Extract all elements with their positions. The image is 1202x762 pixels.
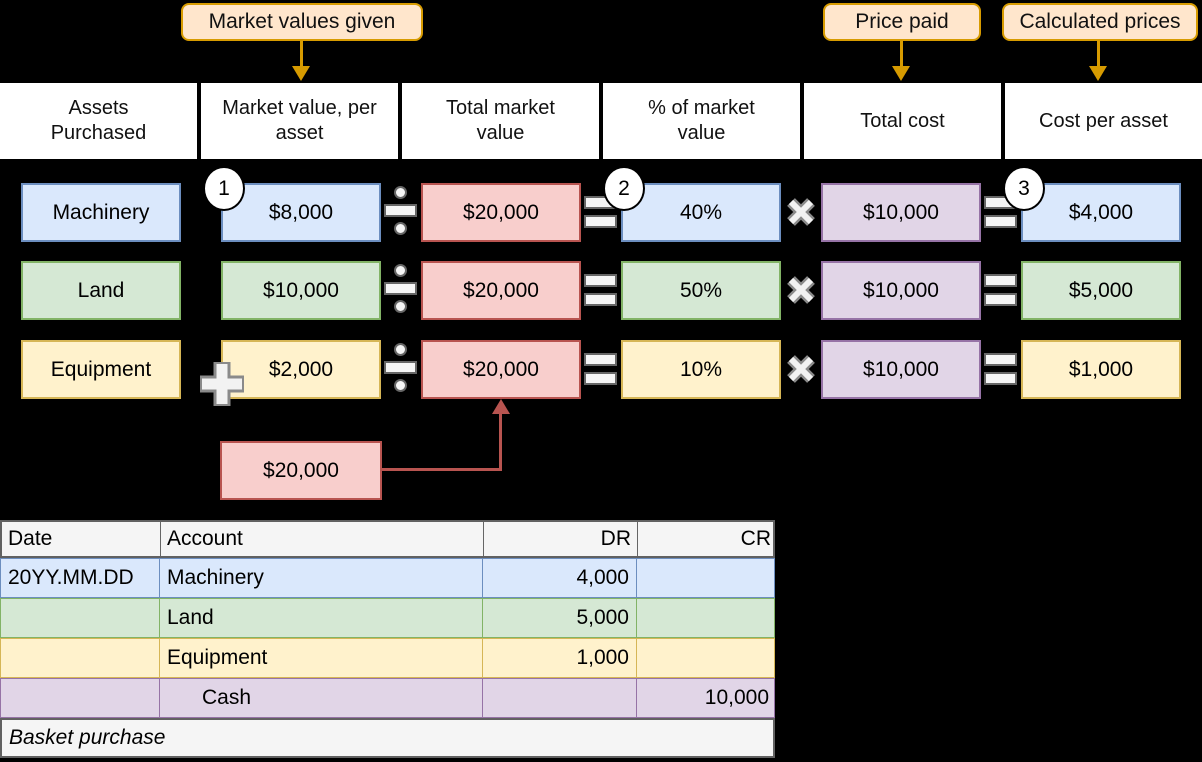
step-badge-3: 3 [1003,166,1045,211]
journal-row-equipment: Equipment 1,000 [0,638,775,678]
arrow-down-icon [292,66,310,81]
red-arrow-line-vertical [499,412,502,470]
total-market-box-row2: $20,000 [421,261,581,320]
column-header-cost-per-asset: Cost per asset [1005,83,1202,159]
journal-note-row: Basket purchase [0,718,775,758]
journal-note-text: Basket purchase [9,726,166,749]
total-market-value-callout-box: $20,000 [220,441,382,500]
callout-label: Calculated prices [1019,10,1181,33]
journal-row-land: Land 5,000 [0,598,775,638]
journal-date-cell [1,639,160,677]
percent-box-equipment: 10% [621,340,781,399]
divide-icon [384,264,417,313]
multiply-icon [787,276,815,304]
total-cost-box-row2: $10,000 [821,261,981,320]
journal-dr-cell: 5,000 [483,599,637,637]
asset-box-land: Land [21,261,181,320]
arrow-down-icon [892,66,910,81]
arrow-line-price-paid [900,41,903,67]
journal-cr-cell [637,559,776,597]
journal-account-cell: Machinery [160,559,483,597]
callout-market-values-given: Market values given [181,3,423,41]
cost-per-asset-box-equipment: $1,000 [1021,340,1181,399]
multiply-icon [787,355,815,383]
cost-per-asset-box-land: $5,000 [1021,261,1181,320]
percent-box-land: 50% [621,261,781,320]
divide-icon [384,186,417,235]
total-market-box-row3: $20,000 [421,340,581,399]
journal-dr-cell: 1,000 [483,639,637,677]
step-badge-2: 2 [603,166,645,211]
journal-account-cell: Land [160,599,483,637]
journal-date-cell: 20YY.MM.DD [1,559,160,597]
total-market-box-row1: $20,000 [421,183,581,242]
journal-header-cr: CR [740,527,771,550]
arrow-line-calculated-prices [1097,41,1100,67]
multiply-icon [787,198,815,226]
journal-dr-cell [483,679,637,717]
market-value-box-land: $10,000 [221,261,381,320]
total-cost-box-row3: $10,000 [821,340,981,399]
journal-entry-table: Date Account DR CR 20YY.MM.DD Machinery … [0,520,775,758]
arrow-up-icon [492,399,510,414]
column-header-total-cost: Total cost [804,83,1001,159]
journal-date-cell [1,679,160,717]
asset-box-machinery: Machinery [21,183,181,242]
cost-per-asset-box-machinery: $4,000 [1021,183,1181,242]
column-header-percent-of-market-value: % of market value [603,83,800,159]
asset-box-equipment: Equipment [21,340,181,399]
callout-calculated-prices: Calculated prices [1002,3,1198,41]
red-arrow-line-horizontal [382,468,502,471]
journal-cr-cell [637,639,776,677]
journal-row-machinery: 20YY.MM.DD Machinery 4,000 [0,558,775,598]
journal-header-account: Account [161,522,484,556]
journal-row-cash: Cash 10,000 [0,678,775,718]
column-header-market-value-per-asset: Market value, per asset [201,83,398,159]
journal-header-row: Date Account DR CR [0,520,775,558]
market-value-box-machinery: $8,000 [221,183,381,242]
journal-cr-cell: 10,000 [704,686,769,709]
percent-box-machinery: 40% [621,183,781,242]
journal-header-dr: DR [484,522,638,556]
equals-icon [584,274,617,306]
equals-icon [984,274,1017,306]
journal-header-date: Date [2,522,161,556]
journal-date-cell [1,599,160,637]
callout-label: Price paid [855,10,949,33]
divide-icon [384,343,417,392]
arrow-line-market-values [300,41,303,67]
total-cost-box-row1: $10,000 [821,183,981,242]
equals-icon [584,353,617,385]
column-header-assets-purchased: Assets Purchased [0,83,197,159]
column-header-total-market-value: Total market value [402,83,599,159]
journal-account-cell: Equipment [160,639,483,677]
arrow-down-icon [1089,66,1107,81]
equals-icon [984,196,1017,228]
step-badge-1: 1 [203,166,245,211]
equals-icon [984,353,1017,385]
market-value-box-equipment: $2,000 [221,340,381,399]
journal-account-cell: Cash [160,679,483,717]
plus-icon [200,362,244,406]
journal-dr-cell: 4,000 [483,559,637,597]
callout-price-paid: Price paid [823,3,981,41]
callout-label: Market values given [208,10,396,33]
journal-cr-cell [637,599,776,637]
